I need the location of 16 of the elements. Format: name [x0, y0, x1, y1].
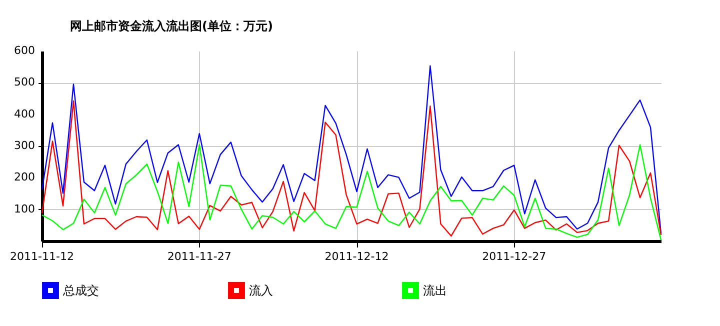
- line-series: [41, 65, 662, 234]
- y-tick-label: 300: [14, 139, 35, 152]
- line-series: [41, 100, 662, 237]
- x-tick-label: 2011-12-27: [482, 250, 546, 263]
- y-tick-label: 600: [14, 44, 35, 57]
- y-tick-label: 100: [14, 202, 35, 216]
- legend-label: 总成交: [62, 284, 99, 298]
- y-tick-label: 200: [14, 170, 35, 184]
- legend-label: 流入: [249, 284, 273, 298]
- chart-title: 网上邮市资金流入流出图(单位：万元): [70, 19, 274, 33]
- x-tick-label: 2011-11-27: [167, 250, 232, 263]
- y-tick-label: 500: [14, 76, 35, 89]
- y-tick-label: 400: [14, 107, 35, 120]
- x-tick-label: 2011-11-12: [10, 250, 74, 263]
- x-tick-label: 2011-12-12: [324, 250, 389, 263]
- legend-label: 流出: [423, 284, 447, 298]
